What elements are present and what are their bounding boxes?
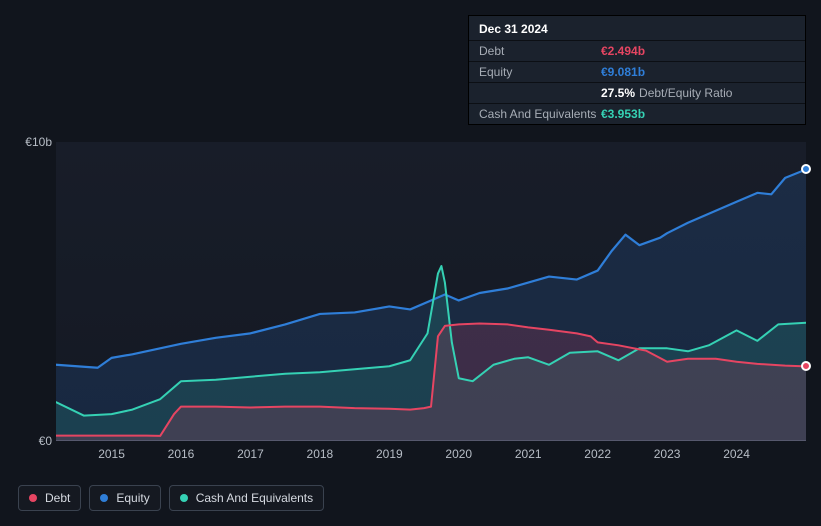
x-tick: 2024 <box>723 447 750 461</box>
tooltip-row-value: 27.5%Debt/Equity Ratio <box>601 86 732 100</box>
legend-swatch <box>180 494 188 502</box>
tooltip-row-value: €9.081b <box>601 65 645 79</box>
x-tick: 2021 <box>515 447 542 461</box>
tooltip-row-label: Debt <box>479 44 601 58</box>
x-tick: 2017 <box>237 447 264 461</box>
x-tick: 2018 <box>307 447 334 461</box>
x-tick: 2016 <box>168 447 195 461</box>
legend-item-equity[interactable]: Equity <box>89 485 160 511</box>
legend-label: Cash And Equivalents <box>196 491 313 505</box>
tooltip-row-value: €3.953b <box>601 107 645 121</box>
y-tick-bottom: €0 <box>18 434 52 448</box>
chart-area: €10b €0 2015 2016 2017 2018 2019 2020 2021 2022… <box>18 120 806 510</box>
tooltip-row-value: €2.494b <box>601 44 645 58</box>
tooltip-row-label: Equity <box>479 65 601 79</box>
tooltip-row-extra: Debt/Equity Ratio <box>639 86 732 100</box>
series-end-dot-debt <box>801 361 811 371</box>
legend-label: Debt <box>45 491 70 505</box>
legend-item-cash[interactable]: Cash And Equivalents <box>169 485 324 511</box>
legend-item-debt[interactable]: Debt <box>18 485 81 511</box>
tooltip-row: 27.5%Debt/Equity Ratio <box>469 82 805 103</box>
legend: Debt Equity Cash And Equivalents <box>18 485 324 511</box>
series-end-dot-equity <box>801 164 811 174</box>
legend-swatch <box>100 494 108 502</box>
x-tick: 2020 <box>445 447 472 461</box>
y-tick-top: €10b <box>18 135 52 149</box>
x-tick: 2015 <box>98 447 125 461</box>
tooltip-row: Debt€2.494b <box>469 40 805 61</box>
tooltip-row: Equity€9.081b <box>469 61 805 82</box>
x-tick: 2019 <box>376 447 403 461</box>
legend-label: Equity <box>116 491 149 505</box>
x-tick: 2022 <box>584 447 611 461</box>
tooltip-box: Dec 31 2024 Debt€2.494bEquity€9.081b27.5… <box>468 15 806 125</box>
x-tick: 2023 <box>654 447 681 461</box>
x-axis: 2015 2016 2017 2018 2019 2020 2021 2022 2023 2024 <box>56 441 806 463</box>
tooltip-title: Dec 31 2024 <box>469 16 805 40</box>
legend-swatch <box>29 494 37 502</box>
tooltip-row-label <box>479 86 601 100</box>
chart-plot[interactable] <box>56 142 806 441</box>
tooltip-row-label: Cash And Equivalents <box>479 107 601 121</box>
